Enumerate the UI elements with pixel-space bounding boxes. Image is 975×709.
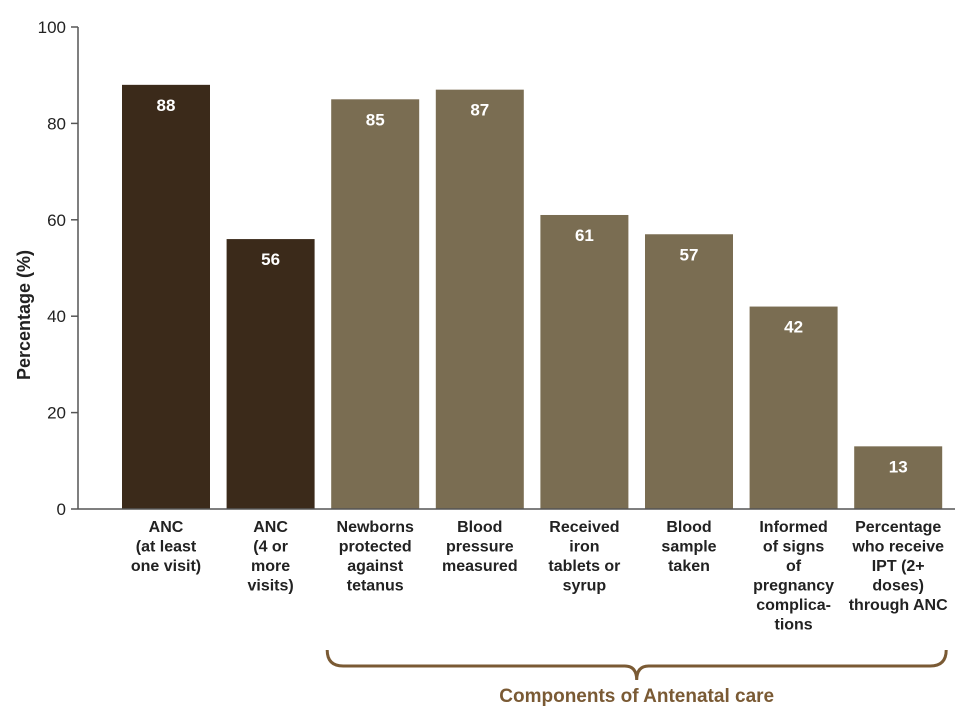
bar (540, 214, 629, 510)
group-annotation-label: Components of Antenatal care (499, 686, 774, 707)
data-label: 57 (680, 245, 699, 264)
data-label: 56 (261, 250, 280, 269)
bar (854, 446, 943, 509)
x-tick-label: ANC (4 or more visits) (247, 519, 293, 595)
bar (331, 99, 420, 510)
bar (122, 84, 210, 509)
x-tick-label: Received iron tablets or syrup (548, 519, 620, 595)
x-tick-label: ANC (at least one visit) (131, 519, 201, 575)
y-tick-label: 100 (38, 18, 66, 37)
data-label: 87 (470, 101, 489, 120)
bar (645, 234, 733, 509)
y-tick-label: 20 (47, 404, 66, 423)
x-tick-label: Newborns protected against tetanus (337, 519, 414, 595)
bar (435, 89, 524, 509)
bar (226, 239, 315, 509)
y-tick-label: 40 (47, 307, 66, 326)
group-brace (325, 649, 948, 681)
y-tick-label: 80 (47, 114, 66, 133)
data-label: 13 (889, 457, 908, 476)
data-label: 85 (366, 110, 385, 129)
bar (749, 306, 838, 509)
plot-area: 88 ANC (at least one visit) 56 ANC (4 or more vi… (38, 18, 955, 634)
y-tick-label: 0 (57, 500, 66, 519)
x-tick-label: Blood pressure measured (442, 519, 518, 575)
y-tick-label: 60 (47, 211, 66, 230)
data-label: 42 (784, 318, 803, 337)
data-label: 61 (575, 226, 594, 245)
y-axis-label: Percentage (%) (14, 250, 34, 380)
x-tick-label: Percentage who receive IPT (2+ doses) throug… (849, 519, 948, 614)
x-tick-label: Informed of signs of pregnancy complica-tion… (753, 519, 834, 634)
data-label: 88 (157, 96, 176, 115)
x-tick-label: Blood sample taken (661, 519, 716, 575)
